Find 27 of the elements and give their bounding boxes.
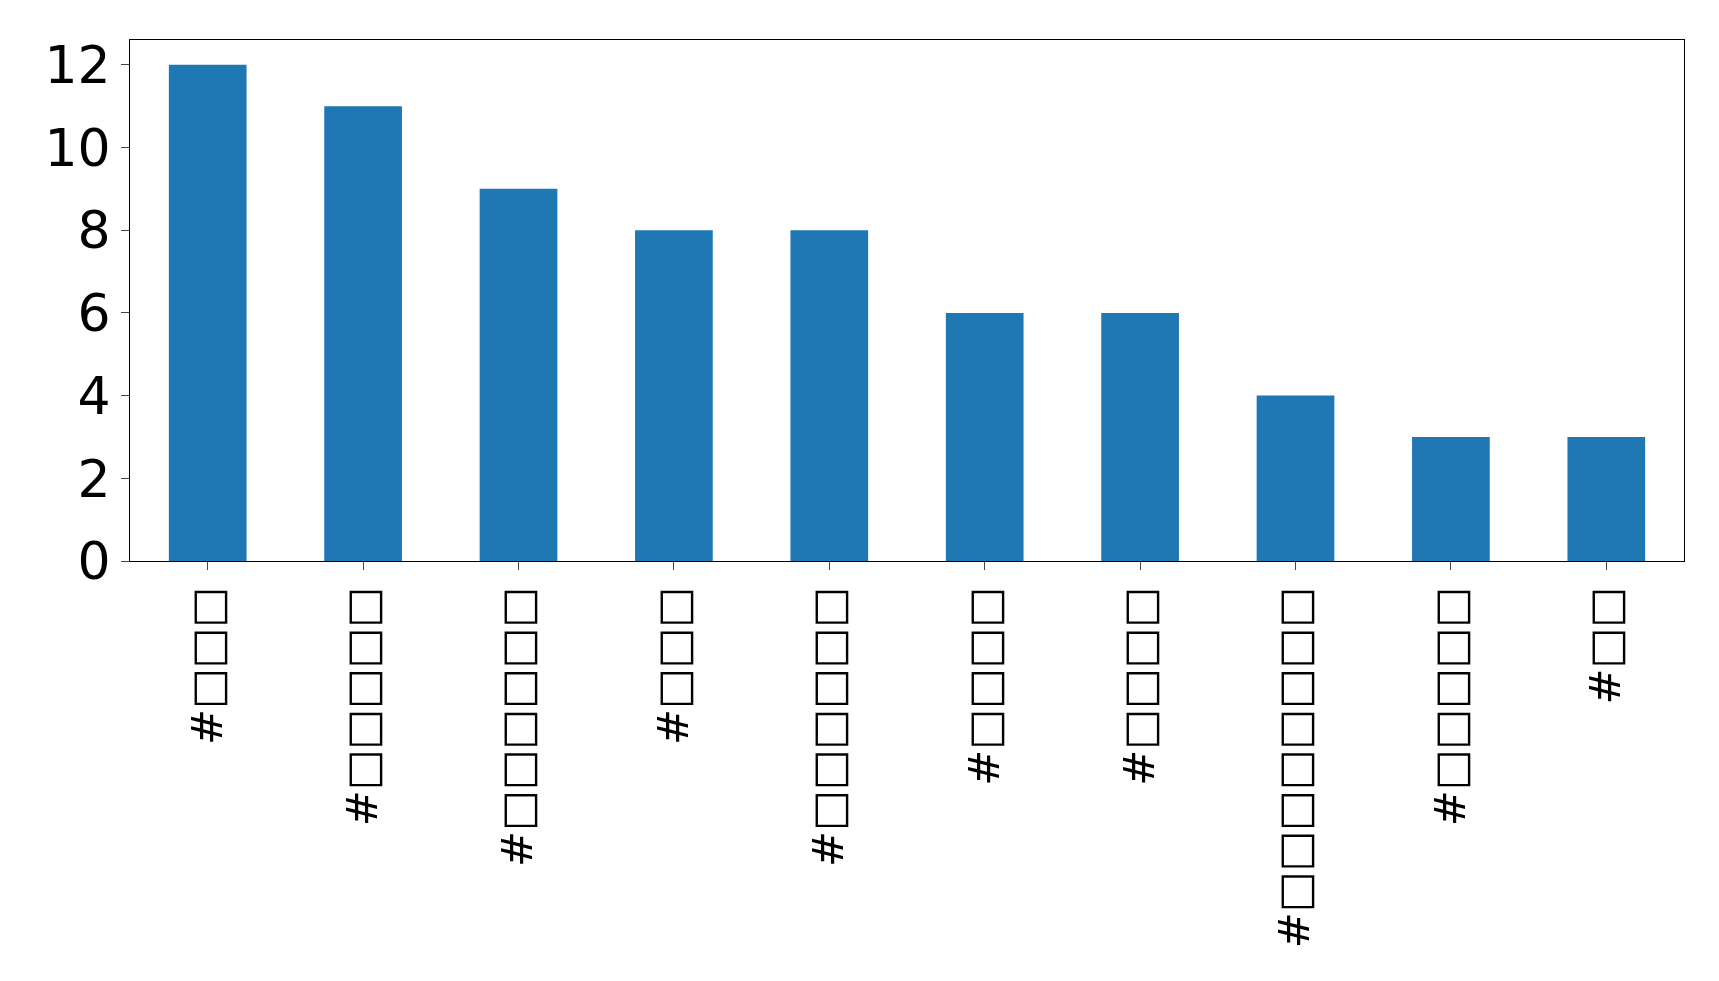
- y-tick-label: 8: [77, 200, 111, 261]
- bar: [790, 230, 869, 561]
- x-tick-label: #□□□: [647, 587, 698, 746]
- x-tick-label: #□□□□□□: [492, 587, 543, 867]
- bar: [1256, 395, 1335, 561]
- bar: [1412, 436, 1490, 561]
- y-tick-label: 2: [77, 448, 111, 509]
- bar: [324, 106, 402, 561]
- x-tick-label: #□□□□□: [337, 587, 388, 827]
- y-tick-label: 0: [77, 531, 111, 592]
- y-tick-label: 12: [44, 35, 111, 96]
- y-tick-label: 10: [44, 117, 111, 178]
- y-tick-label: 6: [77, 283, 111, 344]
- y-tick-label: 4: [77, 365, 111, 426]
- bar: [1567, 436, 1646, 561]
- bar: [1101, 312, 1179, 561]
- bar: [635, 230, 713, 561]
- x-tick-label: #□□□□□: [1424, 587, 1475, 827]
- bar: [945, 312, 1024, 561]
- x-tick-label: #□□□: [181, 587, 232, 746]
- x-tick-label: #□□□□□□: [803, 587, 854, 867]
- x-tick-label: #□□: [1580, 587, 1631, 705]
- bar: [479, 188, 558, 561]
- x-tick-label: #□□□□: [958, 587, 1009, 786]
- x-tick-label: #□□□□: [1114, 587, 1165, 786]
- bar: [168, 64, 247, 561]
- x-tick-label: #□□□□□□□□: [1269, 587, 1320, 949]
